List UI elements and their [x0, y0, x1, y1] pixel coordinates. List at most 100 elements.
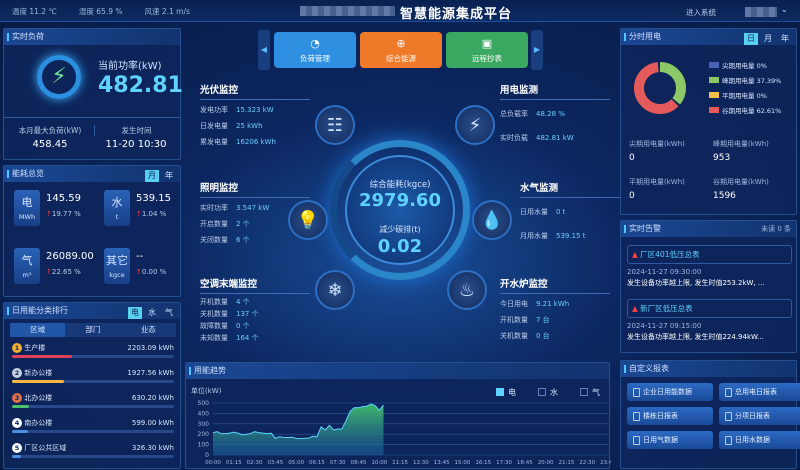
item-unit: t — [115, 213, 119, 221]
row-value: 2 个 — [236, 220, 250, 228]
legend-label: 水 — [550, 388, 558, 397]
boiler-icon[interactable]: ♨ — [447, 270, 487, 310]
monitor-row: 故障数量 0 个 — [200, 320, 310, 332]
enter-system-link[interactable]: 进入系统 — [686, 8, 716, 17]
row-value: 482.81 kW — [536, 134, 574, 142]
ac-monitor[interactable]: 空调末端监控 开机数量 4 个关机数量 137 个故障数量 0 个未知数量 164 个 — [200, 276, 310, 344]
rank-value: 1927.56 kWh — [127, 369, 174, 377]
legend-item[interactable]: 水 — [538, 387, 558, 398]
monitor-row: 总负载率 48.28 % — [500, 102, 610, 126]
temperature: 温度 11.2 ℃ — [12, 7, 57, 16]
report-button[interactable]: 企业日用能数据 — [627, 383, 713, 401]
monitor-row: 开启数量 2 个 — [200, 216, 310, 232]
y-tick-label: 200 — [198, 431, 210, 438]
monitor-row: 关闭数量 6 个 — [200, 232, 310, 248]
tou-stat: 尖期用电量(kWh) 0 — [629, 139, 685, 163]
tab-region[interactable]: 区域 — [10, 323, 66, 337]
toggle-month[interactable]: 月 — [764, 34, 772, 43]
toggle-year[interactable]: 年 — [165, 171, 173, 180]
max-load-label: 本月最大负荷(kW) — [18, 126, 82, 135]
toggle-gas[interactable]: 气 — [165, 308, 173, 317]
nav-button-label: 综合能源 — [386, 54, 416, 63]
water-monitor[interactable]: 水气监测 日用水量 0 t 月用水量 539.15 t — [520, 180, 630, 248]
wind-speed: 风速 2.1 m/s — [144, 7, 190, 16]
user-name[interactable] — [745, 7, 777, 17]
toggle-water[interactable]: 水 — [148, 308, 156, 317]
light-monitor[interactable]: 照明监控 实时功率 3.547 kW 开启数量 2 个关闭数量 6 个 — [200, 180, 310, 248]
elec-monitor[interactable]: 用电监测 总负载率 48.28 % 实时负载 482.81 kW — [500, 82, 610, 150]
tab-business[interactable]: 业态 — [140, 325, 156, 334]
row-label: 开机数量 — [500, 316, 528, 324]
y-tick-label: 500 — [198, 400, 210, 407]
report-button[interactable]: 楼栋日报表 — [627, 407, 713, 425]
report-label: 总用电日报表 — [735, 388, 777, 396]
monitor-row: 累发电量 16206 kWh — [200, 134, 310, 150]
tou-legend-item: 谷期用电量 62.61% — [709, 104, 781, 119]
report-button[interactable]: 日用气数据 — [627, 431, 713, 449]
stat-label: 平期用电量(kWh) — [629, 178, 685, 186]
legend-item[interactable]: 气 — [580, 387, 600, 398]
nav-button-2[interactable]: ▣ 远程抄表 — [446, 32, 528, 68]
arrow-up-icon: ↑ — [136, 210, 142, 218]
rank-bar — [12, 455, 174, 458]
row-value: 137 个 — [236, 310, 259, 318]
rank-value: 630.20 kWh — [131, 394, 174, 402]
alarm-icon: ▲ — [632, 250, 638, 259]
toggle-electric[interactable]: 电 — [128, 307, 142, 319]
tou-donut — [634, 62, 686, 114]
lightbulb-icon[interactable]: 💡 — [288, 200, 328, 240]
row-label: 开机数量 — [200, 298, 228, 306]
alarm-time: 2024-11-27 09:15:00 — [627, 322, 702, 330]
stat-label: 尖期用电量(kWh) — [629, 140, 685, 148]
report-button[interactable]: 日用水数据 — [719, 431, 800, 449]
water-drop-icon[interactable]: 💧 — [472, 200, 512, 240]
tab-department[interactable]: 部门 — [85, 325, 101, 334]
monitor-row: 未知数量 164 个 — [200, 332, 310, 344]
ranking-row: 3 北办公楼 630.20 kWh — [12, 393, 174, 418]
toggle-day[interactable]: 日 — [744, 33, 758, 45]
solar-panel-icon[interactable]: ☷ — [315, 105, 355, 145]
toggle-month[interactable]: 月 — [145, 170, 159, 182]
row-value: 9.21 kWh — [536, 300, 570, 308]
nav-button-1[interactable]: ⊕ 综合能源 — [360, 32, 442, 68]
boiler-monitor[interactable]: 开水炉监控 今日用电 9.21 kWh 开机数量 7 台关机数量 0 台 — [500, 276, 610, 344]
x-tick-label: 18:45 — [517, 460, 533, 466]
chevron-down-icon[interactable]: ⌄ — [781, 5, 788, 14]
item-change: 1.04 % — [141, 210, 167, 218]
row-value: 4 个 — [236, 298, 250, 306]
unread-count[interactable]: 未读 0 条 — [761, 225, 791, 233]
x-tick-label: 01:15 — [226, 460, 242, 466]
rank-value: 326.30 kWh — [131, 444, 174, 452]
legend-item[interactable]: 电 — [496, 387, 516, 398]
nav-button-0[interactable]: ◔ 负荷管理 — [274, 32, 356, 68]
alarm-item[interactable]: ▲ 新厂区低压总表 2024-11-27 09:15:00 发生设备功率越上限, 发… — [627, 299, 792, 342]
alarm-item[interactable]: ▲ 厂区401低压总表 2024-11-27 09:30:00 发生设备功率越上限,… — [627, 245, 792, 288]
y-axis-label: 单位(kW) — [191, 387, 222, 395]
air-conditioner-icon[interactable]: ❄ — [315, 270, 355, 310]
nav-prev-button[interactable]: ◀ — [258, 30, 270, 70]
report-button[interactable]: 总用电日报表 — [719, 383, 800, 401]
alarm-message: 发生设备功率越上限, 发生时值224.94kW... — [627, 333, 764, 341]
x-tick-label: 23:45 — [600, 460, 611, 466]
report-button[interactable]: 分项日报表 — [719, 407, 800, 425]
globe-icon: ⊕ — [396, 37, 406, 50]
item-name: 电 — [21, 196, 33, 209]
tou-legend-item: 平期用电量 0% — [709, 89, 781, 104]
rank-badge: 2 — [12, 368, 22, 378]
stat-value: 1596 — [713, 191, 736, 201]
legend-label: 峰期用电量 — [722, 77, 755, 85]
item-change: 19.77 % — [51, 210, 81, 218]
lightning-icon[interactable]: ⚡ — [455, 105, 495, 145]
rank-bar — [12, 355, 174, 358]
row-value: 0 t — [556, 208, 566, 216]
x-tick-label: 17:30 — [496, 460, 512, 466]
legend-pct: 37.39% — [756, 77, 782, 85]
overview-tile: 气 m³ — [14, 248, 40, 284]
tou-stat: 峰期用电量(kWh) 953 — [713, 139, 769, 163]
pv-monitor[interactable]: 光伏监控 发电功率 15.323 kW 日发电量 25 kWh 累发电量 16206 kWh — [200, 82, 310, 150]
nav-next-button[interactable]: ▶ — [531, 30, 543, 70]
monitor-row: 日用水量 0 t — [520, 200, 630, 224]
toggle-year[interactable]: 年 — [781, 34, 789, 43]
